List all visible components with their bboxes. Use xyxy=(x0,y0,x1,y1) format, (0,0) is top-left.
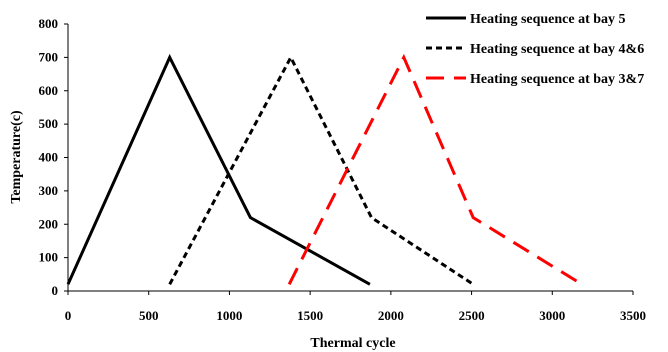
x-axis-ticks: 0 500 1000 1500 2000 2500 3000 3500 xyxy=(65,291,646,323)
y-tick-label: 0 xyxy=(52,283,59,298)
series-layer xyxy=(66,53,578,286)
x-tick-label: 3000 xyxy=(539,308,565,323)
series-line-3 xyxy=(287,53,578,285)
y-tick-label: 100 xyxy=(39,250,59,265)
x-tick-label: 3500 xyxy=(620,308,646,323)
y-tick-label: 800 xyxy=(39,16,59,31)
y-axis-title: Temperature(c) xyxy=(9,110,24,204)
x-tick-label: 1000 xyxy=(216,308,242,323)
legend-label-1: Heating sequence at bay 5 xyxy=(470,12,626,27)
x-tick-label: 500 xyxy=(139,308,159,323)
y-tick-label: 200 xyxy=(39,216,59,231)
legend-label-3: Heating sequence at bay 3&7 xyxy=(470,72,644,87)
series-line-2 xyxy=(168,54,475,286)
x-tick-label: 0 xyxy=(65,308,72,323)
series-line-1 xyxy=(66,53,371,286)
x-tick-label: 1500 xyxy=(297,308,323,323)
x-axis-title: Thermal cycle xyxy=(310,336,395,351)
legend-label-2: Heating sequence at bay 4&6 xyxy=(470,42,644,57)
y-tick-label: 700 xyxy=(39,49,59,64)
y-axis-ticks: 0 100 200 300 400 500 600 700 800 xyxy=(39,16,68,298)
x-tick-label: 2500 xyxy=(459,308,485,323)
y-tick-label: 500 xyxy=(39,116,59,131)
legend: Heating sequence at bay 5 Heating sequenc… xyxy=(426,12,644,87)
x-tick-label: 2000 xyxy=(378,308,404,323)
y-tick-label: 300 xyxy=(39,183,59,198)
y-tick-label: 400 xyxy=(39,150,59,165)
y-tick-label: 600 xyxy=(39,83,59,98)
